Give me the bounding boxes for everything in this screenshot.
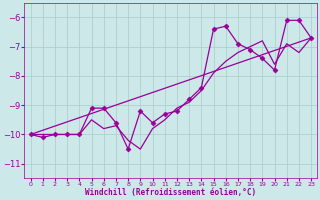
X-axis label: Windchill (Refroidissement éolien,°C): Windchill (Refroidissement éolien,°C) — [85, 188, 256, 197]
